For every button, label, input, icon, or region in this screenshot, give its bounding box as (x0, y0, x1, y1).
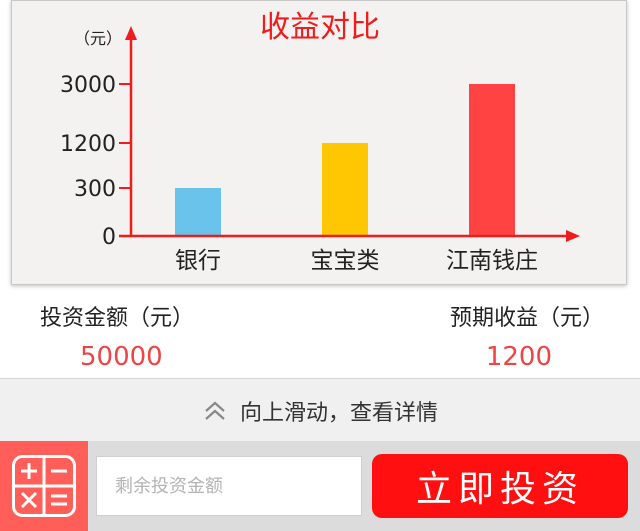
y-axis-unit-label: （元） (74, 29, 122, 48)
calculator-icon (12, 455, 76, 517)
chart-card (11, 0, 627, 285)
x-axis-arrow (566, 230, 580, 242)
remaining-amount-input[interactable] (96, 456, 362, 516)
y-axis-arrow (125, 26, 137, 40)
invest-now-button[interactable]: 立即投资 (372, 454, 628, 518)
y-tick-label: 0 (102, 225, 116, 250)
slide-up-hint[interactable]: 向上滑动，查看详情 (0, 378, 640, 442)
calculator-button[interactable] (0, 441, 88, 531)
x-tick-label: 江南钱庄 (446, 248, 538, 274)
expected-profit-label: 预期收益（元） (449, 306, 604, 331)
y-tick-label: 300 (74, 177, 116, 202)
bar (322, 143, 368, 236)
x-tick-label: 宝宝类 (311, 248, 380, 274)
investment-amount-value: 50000 (80, 342, 163, 372)
bar (469, 84, 515, 236)
bottom-action-bar: 立即投资 (0, 441, 640, 531)
y-tick-label: 3000 (60, 73, 116, 98)
double-chevron-up-icon (205, 401, 225, 420)
bar (175, 188, 221, 236)
expected-profit-value: 1200 (485, 342, 552, 372)
y-tick-label: 1200 (60, 132, 116, 157)
investment-amount-label: 投资金额（元） (40, 306, 195, 331)
bar-chart: 0 300 1200 3000 银行 宝宝类 江南钱庄 （元） (60, 26, 580, 274)
x-tick-label: 银行 (175, 248, 221, 274)
slide-up-hint-text: 向上滑动，查看详情 (239, 400, 438, 426)
chart-title: 收益对比 (260, 10, 380, 45)
